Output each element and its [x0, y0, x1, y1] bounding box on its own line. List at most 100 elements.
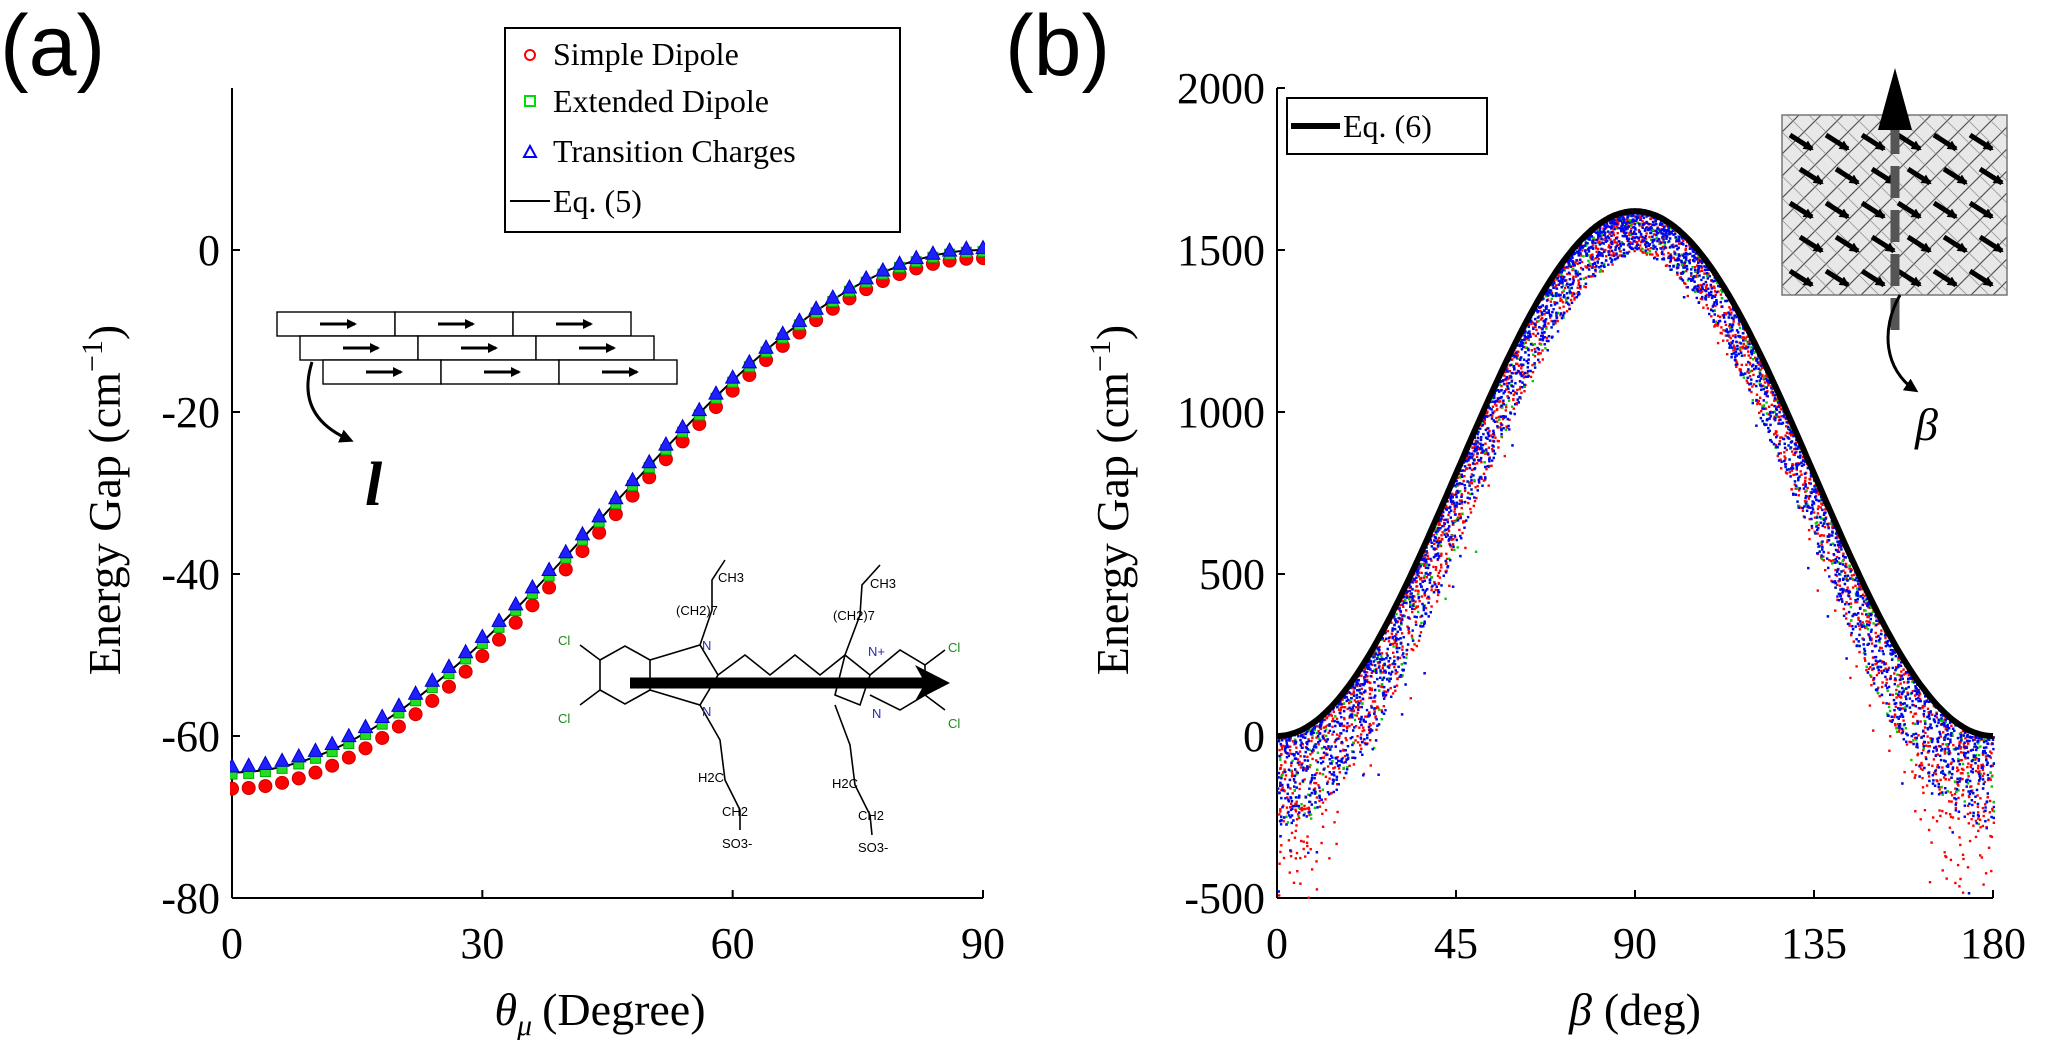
scatter-point [1455, 519, 1458, 522]
scatter-point [1307, 808, 1311, 811]
scatter-point [1607, 252, 1611, 255]
scatter-point [1313, 781, 1316, 785]
scatter-point [1820, 534, 1823, 537]
scatter-point [1602, 227, 1605, 230]
scatter-point [1838, 579, 1841, 582]
scatter-point [1871, 656, 1875, 659]
scatter-point [1906, 671, 1910, 675]
scatter-point [1981, 824, 1985, 828]
scatter-point [1704, 285, 1708, 288]
scatter-point [1490, 464, 1493, 467]
scatter-point [1673, 250, 1676, 253]
scatter-point [1561, 301, 1565, 304]
scatter-point [1843, 571, 1847, 574]
scatter-point [1356, 741, 1360, 744]
scatter-point [1814, 483, 1817, 487]
scatter-point [1400, 619, 1403, 623]
scatter-point [1683, 281, 1686, 285]
scatter-point [1749, 356, 1752, 359]
scatter-point [1663, 235, 1666, 239]
scatter-point [1948, 778, 1951, 781]
scatter-point [1440, 566, 1443, 569]
scatter-point [1724, 334, 1728, 337]
scatter-point [1921, 776, 1924, 780]
scatter-point [1307, 896, 1310, 899]
scatter-point [1615, 221, 1619, 224]
scatter-point [1783, 451, 1786, 454]
scatter-point [1290, 802, 1293, 805]
scatter-point [1893, 672, 1896, 675]
scatter-point [1716, 324, 1720, 327]
scatter-point [1344, 736, 1347, 740]
scatter-point [1935, 779, 1938, 782]
scatter-point [1360, 692, 1364, 696]
scatter-point [1799, 506, 1802, 509]
scatter-point [1961, 891, 1965, 894]
scatter-point [1961, 729, 1965, 732]
scatter-point [1533, 355, 1537, 358]
scatter-point [1626, 227, 1629, 230]
scatter-point [1837, 542, 1840, 545]
scatter-point [1348, 724, 1351, 728]
scatter-point [1959, 843, 1962, 847]
scatter-point [1535, 328, 1538, 332]
scatter-point [1515, 362, 1518, 365]
simple-dipole-point [558, 562, 573, 577]
scatter-point [1298, 782, 1302, 785]
scatter-point [1360, 747, 1363, 750]
scatter-point [1966, 804, 1970, 807]
left-imidazole-ring [649, 644, 719, 706]
scatter-point [1959, 772, 1963, 775]
chlorine-bonds [579, 644, 946, 711]
scatter-point [1888, 749, 1891, 752]
scatter-point [1790, 450, 1794, 453]
scatter-point [1355, 700, 1358, 704]
scatter-point [1884, 667, 1887, 670]
scatter-point [1638, 224, 1641, 227]
scatter-point [1859, 588, 1862, 591]
scatter-point [1411, 610, 1414, 614]
scatter-point [1317, 730, 1320, 733]
scatter-point [1282, 856, 1286, 860]
scatter-point [1848, 622, 1851, 625]
scatter-point [1448, 584, 1451, 587]
scatter-point [1980, 856, 1984, 859]
scatter-point [1698, 270, 1701, 273]
scatter-point [1359, 699, 1362, 703]
scatter-point [1503, 371, 1506, 374]
scatter-point [1914, 810, 1917, 813]
scatter-point [1470, 482, 1473, 485]
scatter-point [1628, 233, 1631, 237]
scatter-point [1530, 322, 1533, 325]
scatter-point [1594, 245, 1598, 248]
scatter-point [1846, 586, 1849, 589]
scatter-point [1487, 446, 1491, 449]
panel-b-y-tick-label: 1500 [1177, 226, 1265, 275]
scatter-point [1700, 266, 1703, 269]
scatter-point [1982, 772, 1986, 775]
scatter-point [1832, 559, 1835, 562]
scatter-point [1286, 796, 1289, 799]
scatter-point [1961, 772, 1964, 775]
scatter-point [1359, 744, 1362, 747]
scatter-point [1338, 771, 1341, 774]
scatter-point [1766, 389, 1769, 393]
scatter-point [1780, 415, 1783, 418]
scatter-point [1332, 767, 1335, 770]
scatter-point [1950, 761, 1953, 764]
scatter-point [1748, 375, 1752, 378]
scatter-point [1381, 667, 1384, 670]
scatter-point [1615, 218, 1618, 221]
scatter-point [1987, 846, 1991, 849]
transition-charges-point [391, 697, 407, 712]
legend-marker-extended-dipole [524, 95, 536, 107]
panel-b-x-tick-label: 90 [1613, 919, 1657, 968]
scatter-point [1932, 704, 1936, 708]
scatter-point [1395, 684, 1399, 687]
scatter-point [1780, 467, 1783, 470]
scatter-point [1423, 562, 1426, 566]
scatter-point [1519, 385, 1522, 389]
scatter-point [1787, 422, 1790, 425]
scatter-point [1762, 378, 1766, 381]
scatter-point [1777, 415, 1781, 419]
